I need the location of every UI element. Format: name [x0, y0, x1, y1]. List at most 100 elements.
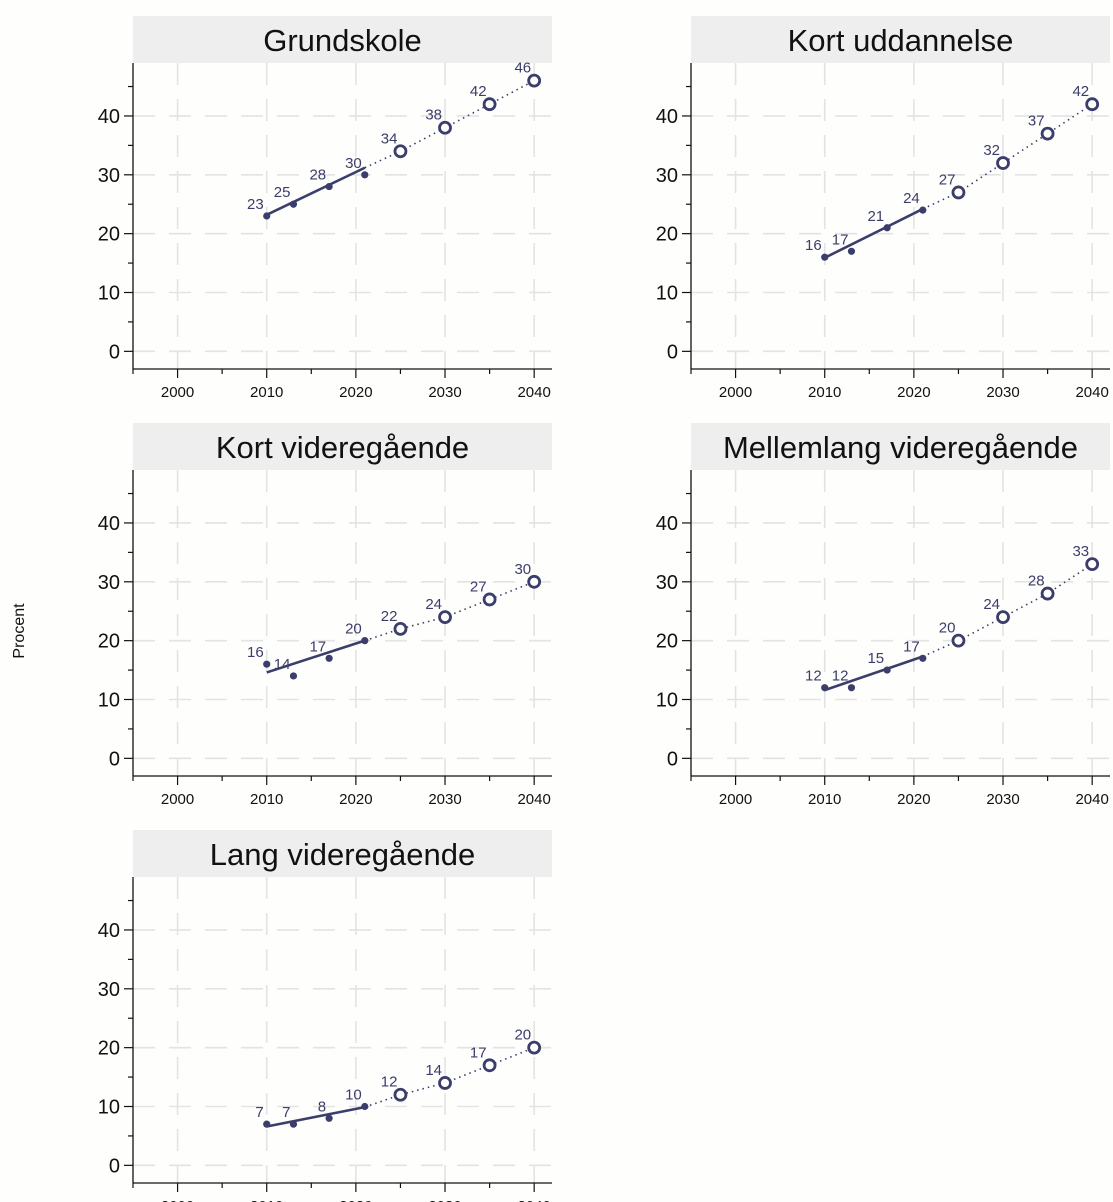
observed-point	[361, 1102, 369, 1111]
data-label: 20	[514, 1027, 531, 1044]
data-label: 7	[282, 1104, 290, 1121]
x-tick-label: 2030	[428, 791, 461, 808]
data-label: 12	[805, 668, 822, 685]
panel-title: Grundskole	[263, 23, 422, 58]
projected-point	[951, 185, 966, 200]
grid	[133, 877, 552, 1183]
y-tick-label: 0	[109, 341, 120, 363]
grid	[691, 63, 1110, 369]
y-tick-label: 30	[98, 165, 120, 187]
projected-point	[438, 1076, 452, 1090]
y-tick-label: 10	[656, 690, 678, 712]
x-tick-label: 2000	[719, 791, 752, 808]
x-tick-label: 2030	[428, 384, 461, 401]
x-tick-label: 2010	[250, 384, 283, 401]
projected-point	[1040, 126, 1055, 141]
y-tick-label: 10	[98, 283, 120, 305]
observed-point	[263, 212, 271, 220]
data-label: 24	[425, 596, 442, 613]
data-label: 16	[805, 237, 822, 254]
y-tick-label: 20	[98, 631, 120, 653]
x-tick-label: 2020	[897, 384, 930, 401]
y-tick-label: 30	[98, 572, 120, 594]
x-tick-label: 2000	[161, 791, 194, 808]
data-label: 17	[903, 638, 920, 655]
trend-line	[266, 1105, 366, 1128]
projected-point	[482, 1058, 497, 1073]
y-tick-label: 10	[656, 283, 678, 305]
y-tick-label: 40	[98, 106, 120, 128]
x-tick-label: 2000	[719, 384, 752, 401]
x-tick-label: 2040	[517, 791, 550, 808]
data-label: 33	[1072, 543, 1089, 560]
y-tick-label: 40	[656, 513, 678, 535]
grid	[691, 470, 1110, 776]
y-tick-label: 0	[667, 341, 678, 363]
projected-point	[527, 1040, 542, 1055]
y-tick-label: 20	[98, 224, 120, 246]
x-tick-label: 2010	[250, 791, 283, 808]
data-label: 37	[1028, 113, 1045, 130]
projected-point	[1040, 586, 1055, 601]
panel-header	[691, 423, 1110, 470]
observed-point	[361, 637, 369, 645]
panel-title: Mellemlang videregående	[723, 430, 1078, 465]
data-label: 23	[247, 196, 264, 213]
data-label: 17	[309, 638, 326, 655]
x-tick-label: 2030	[986, 791, 1019, 808]
y-tick-label: 20	[98, 1038, 120, 1060]
trend-line	[824, 655, 924, 692]
panel-5: Lang videregående01020304020002010202020…	[98, 830, 552, 1202]
data-label: 14	[274, 656, 291, 673]
y-tick-label: 40	[98, 920, 120, 942]
observed-point	[289, 200, 298, 208]
observed-point	[325, 654, 333, 662]
observed-point	[919, 654, 927, 662]
panel-header	[691, 16, 1110, 63]
x-tick-label: 2010	[808, 384, 841, 401]
y-tick-label: 0	[109, 1155, 120, 1177]
projected-point	[1085, 97, 1100, 112]
x-tick-label: 2020	[339, 1198, 372, 1202]
data-label: 30	[345, 155, 362, 172]
x-tick-label: 2020	[339, 384, 372, 401]
observed-point	[919, 206, 927, 214]
observed-point	[821, 684, 829, 692]
observed-point	[847, 684, 856, 692]
trend-line	[824, 207, 924, 259]
data-label: 30	[514, 561, 531, 578]
y-tick-label: 0	[667, 748, 678, 770]
observed-point	[289, 1120, 298, 1128]
projected-point	[951, 633, 966, 648]
grid	[133, 470, 552, 776]
observed-point	[263, 1120, 271, 1128]
projected-point	[393, 621, 408, 636]
projected-point	[996, 156, 1010, 170]
projected-point	[438, 120, 452, 135]
data-label: 22	[381, 608, 398, 625]
x-tick-label: 2020	[897, 791, 930, 808]
data-label: 46	[514, 60, 531, 77]
data-label: 12	[832, 668, 849, 685]
projected-point	[438, 610, 452, 625]
data-label: 7	[255, 1104, 263, 1121]
data-label: 14	[425, 1062, 442, 1079]
observed-point	[883, 666, 891, 674]
x-tick-label: 2020	[339, 791, 372, 808]
data-label: 21	[867, 208, 884, 225]
data-label: 8	[318, 1098, 326, 1115]
data-label: 38	[425, 107, 442, 124]
x-tick-label: 2040	[517, 384, 550, 401]
data-label: 27	[470, 578, 487, 595]
projected-point	[482, 592, 497, 607]
data-label: 34	[381, 130, 398, 147]
projected-point	[1085, 557, 1100, 572]
observed-point	[325, 1114, 333, 1122]
projected-point	[482, 97, 497, 112]
data-label: 24	[903, 190, 920, 207]
data-label: 28	[1028, 573, 1045, 590]
